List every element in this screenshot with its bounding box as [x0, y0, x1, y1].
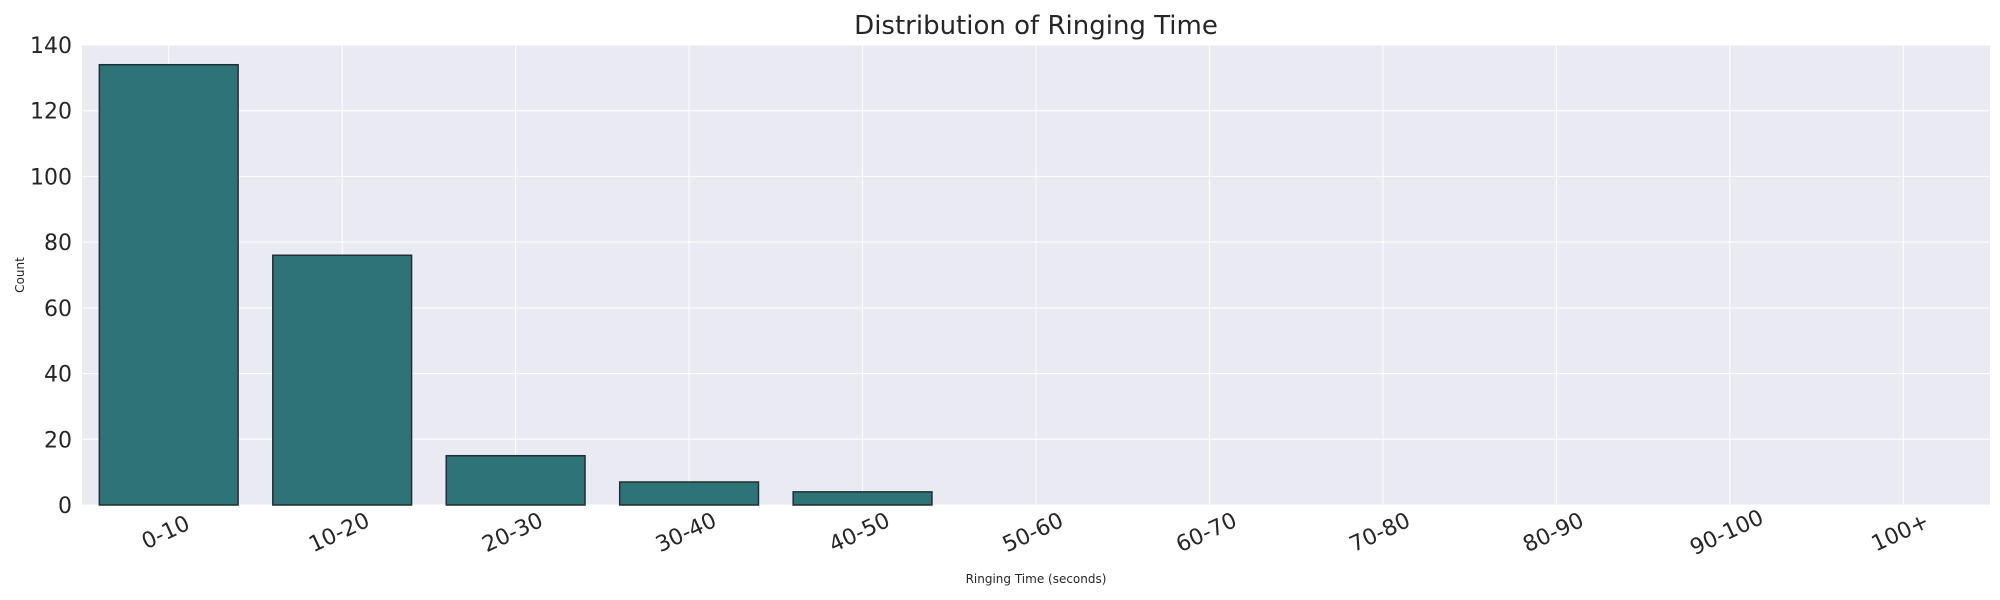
y-tick-label: 120	[30, 100, 72, 125]
bar-40-50	[792, 491, 933, 506]
bar-10-20	[272, 254, 413, 506]
x-tick-label: 30-40	[652, 508, 721, 558]
y-tick-label: 40	[44, 363, 72, 388]
bar-0-10	[98, 63, 239, 506]
y-tick-label: 0	[58, 494, 72, 519]
x-tick-label: 90-100	[1686, 505, 1767, 561]
bars	[98, 63, 933, 506]
x-axis-label: Ringing Time (seconds)	[966, 572, 1107, 586]
bar-20-30	[445, 454, 586, 506]
y-tick-label: 100	[30, 165, 72, 190]
bar-30-40	[618, 481, 760, 506]
y-tick-labels: 0 20 40 60 80 100 120 140	[30, 34, 72, 519]
x-tick-label: 80-90	[1519, 508, 1588, 558]
x-tick-label: 20-30	[479, 508, 548, 558]
x-tick-label: 100+	[1868, 509, 1933, 557]
y-tick-label: 80	[44, 231, 72, 256]
x-tick-label: 60-70	[1172, 508, 1241, 558]
y-tick-label: 140	[30, 34, 72, 59]
y-axis-label: Count	[13, 257, 27, 293]
y-tick-label: 20	[44, 428, 72, 453]
x-tick-label: 10-20	[305, 508, 374, 558]
y-tick-label: 60	[44, 297, 72, 322]
chart-title: Distribution of Ringing Time	[854, 11, 1218, 41]
x-tick-label: 50-60	[999, 508, 1068, 558]
x-tick-labels: 0-10 10-20 20-30 30-40 40-50 50-60 60-70 70-80 8…	[138, 505, 1933, 561]
x-tick-label: 70-80	[1346, 508, 1415, 558]
x-tick-label: 40-50	[826, 508, 895, 558]
x-tick-label: 0-10	[138, 511, 194, 555]
